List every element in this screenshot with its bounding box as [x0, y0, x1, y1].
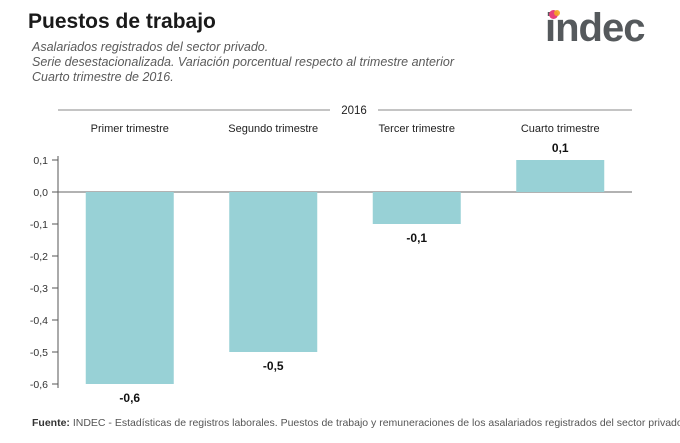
y-tick-label: -0,2 — [30, 251, 48, 263]
y-tick-label: 0,1 — [33, 155, 48, 167]
logo-text: indec — [545, 6, 645, 50]
subtitle-line-2: Serie desestacionalizada. Variación porc… — [32, 55, 454, 69]
subtitle-line-1: Asalariados registrados del sector priva… — [32, 40, 269, 54]
footer-label: Fuente: — [32, 417, 70, 429]
bar — [516, 160, 605, 192]
subtitle-line-3: Cuarto trimestre de 2016. — [32, 70, 174, 84]
logo-dot-pink — [549, 10, 558, 19]
bar — [372, 192, 461, 224]
category-label: Primer trimestre — [91, 123, 169, 135]
logo-dot-orange — [554, 10, 560, 16]
indec-logo: indec — [545, 6, 645, 51]
y-tick-label: -0,5 — [30, 347, 48, 359]
value-label: -0,5 — [263, 359, 284, 373]
category-label: Cuarto trimestre — [521, 123, 600, 135]
value-label: -0,6 — [119, 391, 140, 405]
y-tick-label: -0,6 — [30, 379, 48, 391]
page-title: Puestos de trabajo — [28, 10, 216, 33]
value-label: 0,1 — [552, 141, 569, 155]
y-tick-label: -0,3 — [30, 283, 48, 295]
bar — [85, 192, 174, 384]
group-label: 2016 — [341, 105, 367, 117]
footer-source: Fuente: INDEC - Estadísticas de registro… — [32, 417, 680, 429]
category-label: Segundo trimestre — [228, 123, 318, 135]
y-tick-label: -0,1 — [30, 219, 48, 231]
value-label: -0,1 — [406, 231, 427, 245]
y-tick-label: 0,0 — [33, 187, 48, 199]
bar — [229, 192, 318, 352]
logo-dots — [549, 10, 560, 20]
category-label: Tercer trimestre — [379, 123, 455, 135]
y-tick-label: -0,4 — [30, 315, 48, 327]
footer-text: INDEC - Estadísticas de registros labora… — [69, 417, 680, 429]
